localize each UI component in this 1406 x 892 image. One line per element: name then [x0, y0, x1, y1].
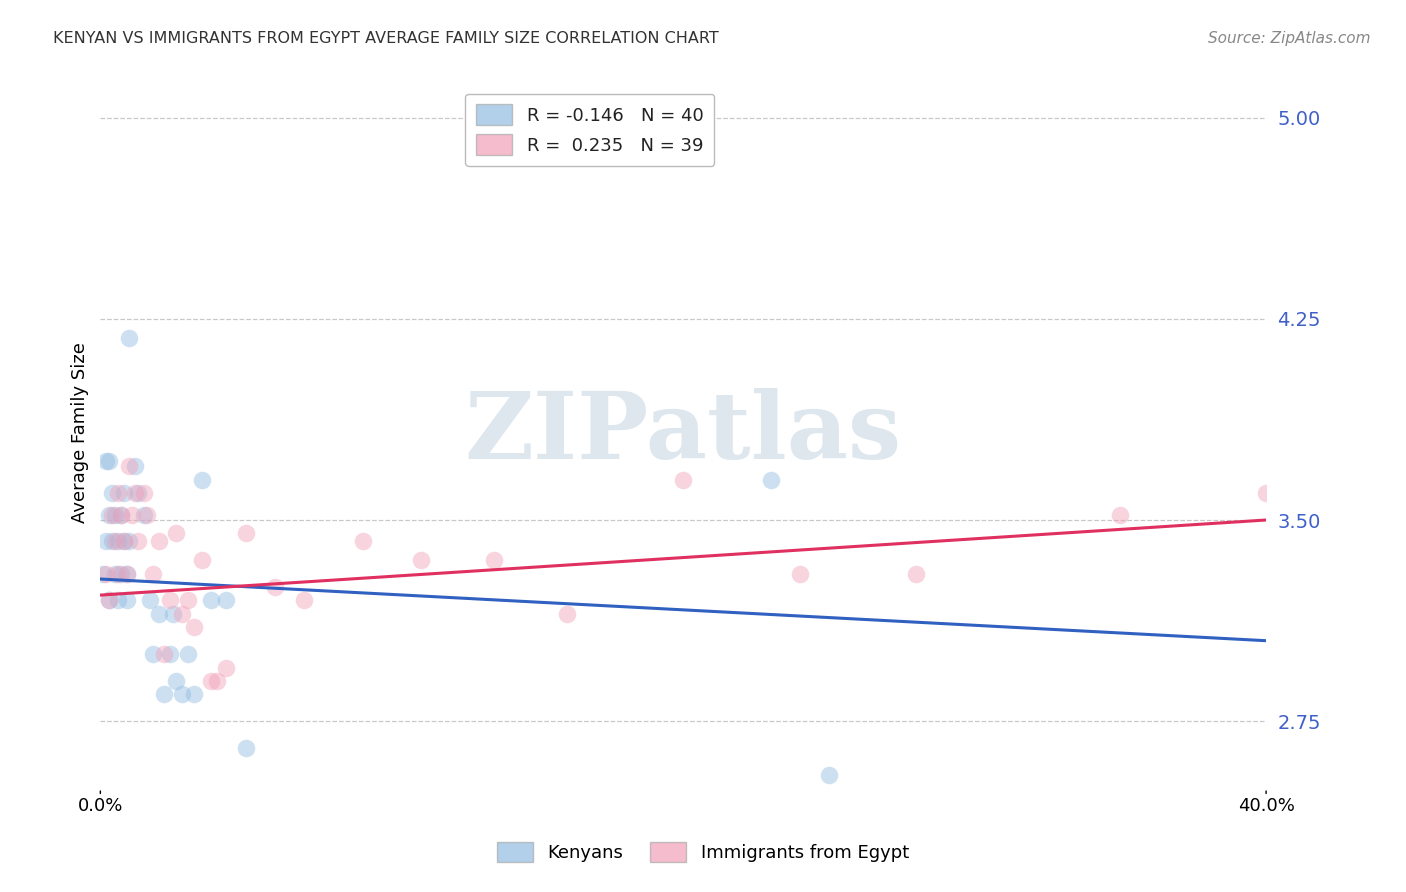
Point — [153, 647, 176, 661]
Point — [215, 660, 238, 674]
Point — [115, 593, 138, 607]
Point — [115, 566, 138, 581]
Point — [110, 508, 132, 522]
Point — [183, 620, 205, 634]
Point — [191, 553, 214, 567]
Point — [1254, 486, 1277, 500]
Point — [235, 526, 257, 541]
Point — [107, 566, 129, 581]
Point — [96, 454, 118, 468]
Point — [115, 566, 138, 581]
Y-axis label: Average Family Size: Average Family Size — [72, 343, 89, 524]
Point — [159, 593, 181, 607]
Point — [162, 607, 184, 621]
Point — [132, 486, 155, 500]
Point — [112, 534, 135, 549]
Point — [107, 486, 129, 500]
Legend: Kenyans, Immigrants from Egypt: Kenyans, Immigrants from Egypt — [489, 834, 917, 870]
Point — [112, 486, 135, 500]
Point — [110, 566, 132, 581]
Point — [555, 607, 578, 621]
Point — [98, 508, 121, 522]
Point — [818, 768, 841, 782]
Point — [118, 330, 141, 344]
Point — [127, 486, 149, 500]
Point — [292, 593, 315, 607]
Point — [132, 508, 155, 522]
Point — [200, 593, 222, 607]
Point — [104, 508, 127, 522]
Point — [142, 566, 165, 581]
Point — [148, 534, 170, 549]
Point — [205, 673, 228, 688]
Point — [200, 673, 222, 688]
Point — [159, 647, 181, 661]
Point — [118, 459, 141, 474]
Point — [183, 687, 205, 701]
Point — [104, 566, 127, 581]
Point — [121, 508, 143, 522]
Point — [139, 593, 162, 607]
Point — [153, 687, 176, 701]
Point — [107, 593, 129, 607]
Point — [170, 607, 193, 621]
Point — [759, 473, 782, 487]
Point — [352, 534, 374, 549]
Point — [110, 508, 132, 522]
Text: KENYAN VS IMMIGRANTS FROM EGYPT AVERAGE FAMILY SIZE CORRELATION CHART: KENYAN VS IMMIGRANTS FROM EGYPT AVERAGE … — [53, 31, 720, 46]
Point — [905, 566, 928, 581]
Point — [107, 534, 129, 549]
Point — [112, 534, 135, 549]
Point — [789, 566, 811, 581]
Point — [96, 534, 118, 549]
Point — [672, 473, 695, 487]
Point — [96, 566, 118, 581]
Point — [409, 553, 432, 567]
Text: ZIPatlas: ZIPatlas — [464, 388, 901, 478]
Point — [1109, 508, 1132, 522]
Point — [264, 580, 287, 594]
Point — [215, 593, 238, 607]
Point — [136, 508, 159, 522]
Point — [165, 526, 187, 541]
Point — [127, 534, 149, 549]
Point — [191, 473, 214, 487]
Point — [101, 486, 124, 500]
Point — [142, 647, 165, 661]
Point — [101, 508, 124, 522]
Point — [148, 607, 170, 621]
Text: Source: ZipAtlas.com: Source: ZipAtlas.com — [1208, 31, 1371, 46]
Point — [124, 486, 146, 500]
Point — [170, 687, 193, 701]
Legend: R = -0.146   N = 40, R =  0.235   N = 39: R = -0.146 N = 40, R = 0.235 N = 39 — [465, 94, 714, 166]
Point — [482, 553, 505, 567]
Point — [235, 741, 257, 756]
Point — [177, 593, 200, 607]
Point — [98, 593, 121, 607]
Point — [91, 566, 114, 581]
Point — [98, 593, 121, 607]
Point — [177, 647, 200, 661]
Point — [165, 673, 187, 688]
Point — [101, 534, 124, 549]
Point — [104, 534, 127, 549]
Point — [98, 454, 121, 468]
Point — [124, 459, 146, 474]
Point — [118, 534, 141, 549]
